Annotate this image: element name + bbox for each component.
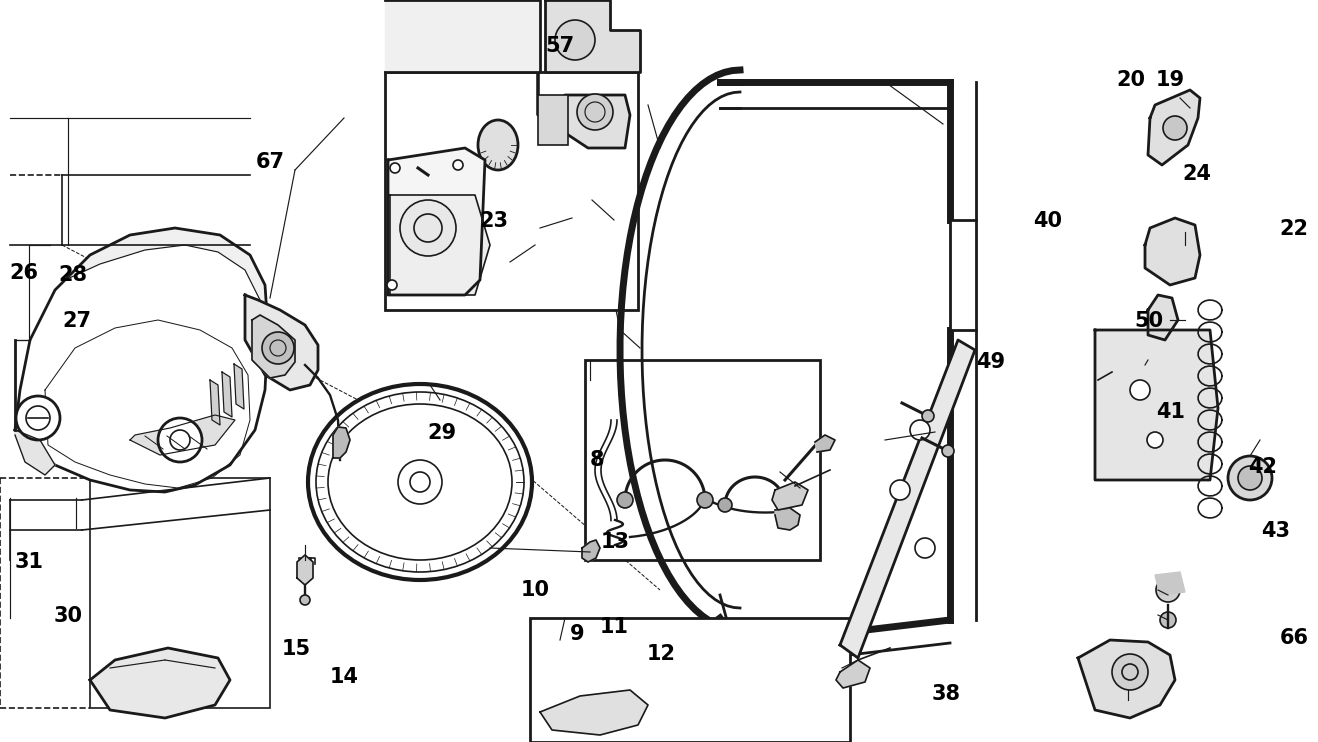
Polygon shape: [538, 75, 630, 148]
Polygon shape: [14, 430, 55, 475]
Circle shape: [1147, 432, 1162, 448]
Circle shape: [16, 396, 61, 440]
Polygon shape: [775, 508, 800, 530]
Text: 20: 20: [1116, 70, 1145, 90]
Circle shape: [555, 20, 594, 60]
Text: 38: 38: [932, 684, 961, 703]
Text: 14: 14: [330, 668, 358, 687]
Text: 23: 23: [480, 211, 509, 231]
Bar: [585, 360, 820, 560]
Text: 22: 22: [1280, 219, 1309, 238]
Text: 66: 66: [1280, 628, 1309, 648]
Text: 24: 24: [1182, 165, 1211, 184]
Polygon shape: [1078, 640, 1176, 718]
Text: 10: 10: [521, 580, 550, 600]
Polygon shape: [840, 340, 975, 658]
Polygon shape: [130, 415, 235, 455]
Bar: [530, 618, 850, 742]
Circle shape: [915, 538, 934, 558]
Circle shape: [942, 445, 954, 457]
Polygon shape: [385, 0, 540, 72]
Polygon shape: [540, 690, 648, 735]
Polygon shape: [333, 427, 351, 458]
Bar: [90, 478, 270, 708]
Text: 42: 42: [1248, 458, 1277, 477]
Text: 15: 15: [282, 640, 311, 659]
Polygon shape: [387, 148, 485, 295]
Circle shape: [909, 420, 931, 440]
Ellipse shape: [478, 120, 518, 170]
Ellipse shape: [328, 404, 511, 560]
Polygon shape: [14, 228, 268, 492]
Circle shape: [1112, 654, 1148, 690]
Bar: [538, 95, 568, 145]
Polygon shape: [210, 380, 220, 425]
Polygon shape: [1095, 330, 1218, 480]
Text: 57: 57: [546, 36, 575, 56]
Text: 27: 27: [62, 311, 91, 330]
Polygon shape: [546, 0, 641, 72]
Circle shape: [718, 498, 731, 512]
Polygon shape: [1148, 90, 1199, 165]
Polygon shape: [90, 648, 231, 718]
Text: 8: 8: [589, 450, 605, 470]
Circle shape: [1162, 116, 1188, 140]
Polygon shape: [252, 315, 295, 378]
Text: 49: 49: [977, 352, 1006, 372]
Circle shape: [577, 94, 613, 130]
Polygon shape: [235, 364, 244, 409]
Circle shape: [1228, 456, 1272, 500]
Text: 29: 29: [427, 423, 456, 442]
Text: 67: 67: [256, 152, 285, 171]
Text: 41: 41: [1156, 402, 1185, 421]
Polygon shape: [245, 295, 318, 390]
Polygon shape: [772, 482, 808, 510]
Bar: [950, 220, 977, 330]
Text: 40: 40: [1033, 211, 1062, 231]
Circle shape: [301, 595, 310, 605]
Circle shape: [890, 480, 909, 500]
Circle shape: [617, 492, 633, 508]
Polygon shape: [221, 372, 232, 417]
Polygon shape: [297, 555, 312, 585]
Text: 19: 19: [1156, 70, 1185, 90]
Ellipse shape: [316, 392, 525, 572]
Polygon shape: [815, 435, 836, 452]
Polygon shape: [55, 228, 268, 330]
Text: 11: 11: [600, 617, 629, 637]
Polygon shape: [1148, 295, 1178, 340]
Text: 9: 9: [569, 625, 585, 644]
Ellipse shape: [308, 384, 532, 580]
Text: 30: 30: [54, 606, 83, 626]
Circle shape: [1156, 578, 1180, 602]
Circle shape: [1238, 466, 1263, 490]
Polygon shape: [836, 660, 870, 688]
Text: 43: 43: [1261, 521, 1290, 540]
Circle shape: [398, 460, 442, 504]
Circle shape: [1130, 380, 1151, 400]
Circle shape: [1160, 612, 1176, 628]
Text: 12: 12: [647, 645, 676, 664]
Bar: [299, 558, 311, 578]
Text: 26: 26: [9, 263, 38, 283]
Text: 13: 13: [601, 532, 630, 551]
Text: 31: 31: [14, 553, 43, 572]
Circle shape: [453, 160, 463, 170]
Circle shape: [923, 410, 934, 422]
Circle shape: [399, 200, 456, 256]
Text: 28: 28: [58, 265, 87, 284]
Circle shape: [390, 163, 399, 173]
Circle shape: [387, 280, 397, 290]
Polygon shape: [390, 195, 490, 295]
Text: 50: 50: [1135, 311, 1164, 330]
Circle shape: [262, 332, 294, 364]
Circle shape: [158, 418, 202, 462]
Circle shape: [697, 492, 713, 508]
Bar: [385, 72, 638, 310]
Polygon shape: [1155, 572, 1185, 595]
Polygon shape: [1145, 218, 1199, 285]
Polygon shape: [583, 540, 600, 562]
